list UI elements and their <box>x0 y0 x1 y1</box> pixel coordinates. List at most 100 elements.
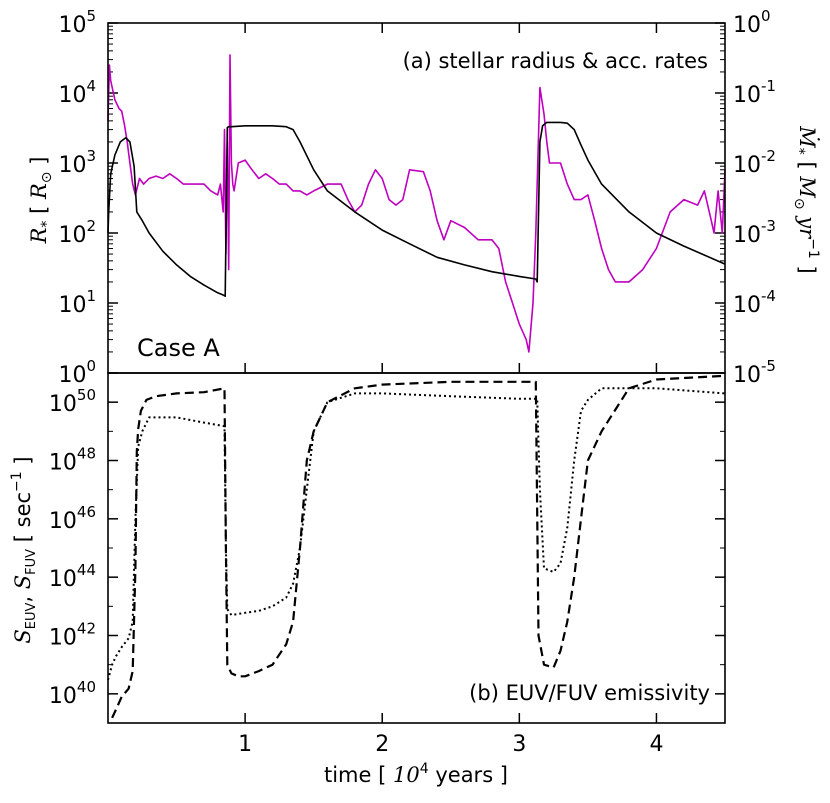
panel-a-right-tick-label-exp: -3 <box>761 217 776 235</box>
panel-b-y-tick-label-base: 10 <box>49 684 77 709</box>
y-axis-title-b: SEUV, SFUV [ sec−1 ] <box>9 456 39 643</box>
x-tick-label: 3 <box>512 732 526 757</box>
panel-a-left-tick-label: 101 <box>58 287 96 318</box>
panel-b-y-tick-label-exp: 48 <box>77 445 96 463</box>
panel-b-y-tick-label-base: 10 <box>49 626 77 651</box>
panel-a-left-tick-label-base: 10 <box>58 83 86 108</box>
panel-a-left-tick-label: 105 <box>58 7 96 38</box>
panel-a-left-tick-label-exp: 4 <box>86 77 96 95</box>
panel-a-right-tick-label-exp: 0 <box>761 7 771 25</box>
s-bracket-open: [ <box>11 534 35 542</box>
panel-b-annotation: (b) EUV/FUV emissivity <box>469 681 710 705</box>
panel-a-right-tick-label-base: 10 <box>733 83 761 108</box>
panel-b-y-tick-label-exp: 42 <box>77 620 96 638</box>
x-tick-label: 1 <box>238 732 252 757</box>
panel-a-right-tick-label-exp: -5 <box>761 357 776 375</box>
panel-b-y-tick-label: 1040 <box>49 678 96 709</box>
mdot-bracket-open: [ <box>795 161 819 169</box>
series-group <box>107 54 726 719</box>
panel-a-right-tick-label: 10-5 <box>733 357 776 388</box>
panel-a-left-tick-label-exp: 1 <box>86 287 96 305</box>
fuv-line <box>107 387 726 681</box>
panel-b-y-tick-label: 1044 <box>49 561 96 592</box>
xlabel-base: 10 <box>393 763 420 787</box>
panel-a-left-tick-label: 100 <box>58 357 96 388</box>
s-euv-sub: EUV <box>24 602 39 629</box>
panel-a-right-tick-label: 100 <box>733 7 771 38</box>
panel-a-left-tick-label: 102 <box>58 217 96 248</box>
panel-b-y-tick-label: 1046 <box>49 503 96 534</box>
rstar-unit: R <box>27 183 51 200</box>
panel-a-left-tick-label-base: 10 <box>58 153 86 178</box>
panel-a-left-tick-label-base: 10 <box>58 293 86 318</box>
panel-a-annotation: (a) stellar radius & acc. rates <box>403 49 708 73</box>
panel-a-right-tick-label: 10-4 <box>733 287 776 318</box>
rstar-symbol: R <box>27 227 51 244</box>
x-tick-label: 2 <box>375 732 389 757</box>
panel-a-left-tick-label-exp: 5 <box>86 7 96 25</box>
x-axis-title: time [ 104 years ] <box>324 761 508 787</box>
xlabel-exp: 4 <box>420 761 429 777</box>
panel-a-right-tick-label-exp: -4 <box>761 287 776 305</box>
s-bracket-close: ] <box>11 456 35 464</box>
panel-a-right-tick-label-exp: -2 <box>761 147 776 165</box>
panel-a-right-tick-label-base: 10 <box>733 293 761 318</box>
mdot-unit: M <box>795 175 819 198</box>
panel-a-left-tick-label: 103 <box>58 147 96 178</box>
mdot-bracket-close: ] <box>795 266 819 274</box>
panel-b-y-tick-label: 1042 <box>49 620 96 651</box>
panel-a-left-tick-label-exp: 3 <box>86 147 96 165</box>
accretion-rate-line <box>107 54 726 353</box>
y-axis-title-left: R* [ R⊙ ] <box>27 157 55 245</box>
panel-a-right-tick-label-base: 10 <box>733 223 761 248</box>
xlabel-post: years ] <box>435 763 508 787</box>
panel-b-y-tick-label-exp: 46 <box>77 503 96 521</box>
panel-b-y-tick-label-exp: 50 <box>77 386 96 404</box>
mdot-sub: * <box>791 148 807 155</box>
ylabel-comma: , <box>11 596 35 603</box>
panel-b-y-tick-label-exp: 40 <box>77 678 96 696</box>
s-unit-sup: −1 <box>9 471 25 492</box>
panel-b-border <box>107 372 726 724</box>
panel-b-y-tick-label-exp: 44 <box>77 561 96 579</box>
panel-a-right-tick-label-base: 10 <box>733 13 761 38</box>
x-tick-label: 4 <box>649 732 663 757</box>
xlabel-pre: time [ <box>324 763 386 787</box>
panel-a-right-tick-label: 10-1 <box>733 77 776 108</box>
stellar-radius-line <box>107 121 726 298</box>
panel-b-y-tick-label-base: 10 <box>49 567 77 592</box>
panel-a-frame <box>107 22 726 374</box>
panel-b-y-tick-label-base: 10 <box>49 392 77 417</box>
panel-a-border <box>107 22 726 374</box>
s-fuv-sub: FUV <box>24 549 39 575</box>
panel-a-left-tick-label-exp: 2 <box>86 217 96 235</box>
s-fuv-symbol: S <box>11 575 35 589</box>
panel-a-left-tick-label-exp: 0 <box>86 357 96 375</box>
panel-a-right-tick-label: 10-2 <box>733 147 776 178</box>
s-euv-symbol: S <box>11 629 35 643</box>
mdot-unit2-sup: −1 <box>805 238 821 259</box>
panel-a-right-tick-label-exp: -1 <box>761 77 776 95</box>
mdot-symbol: Ṁ <box>795 125 819 148</box>
rstar-bracket-open: [ <box>27 206 51 214</box>
s-unit: sec <box>11 492 35 527</box>
rstar-unit-sub: ⊙ <box>39 171 55 183</box>
panel-a-left-tick-label: 104 <box>58 77 96 108</box>
panel-a-right-tick-label-base: 10 <box>733 153 761 178</box>
panel-a-left-tick-label-base: 10 <box>58 223 86 248</box>
panel-b-y-tick-label: 1048 <box>49 445 96 476</box>
panel-a-left-tick-label-base: 10 <box>58 13 86 38</box>
mdot-unit2: yr <box>795 215 819 240</box>
euv-line <box>111 374 726 719</box>
y-axis-title-right: Ṁ* [ M⊙ yr−1 ] <box>791 125 821 273</box>
mdot-unit-sub: ⊙ <box>791 198 807 210</box>
panel-b-y-tick-label-base: 10 <box>49 451 77 476</box>
rstar-sub: * <box>39 221 55 228</box>
panel-a-right-tick-label-base: 10 <box>733 363 761 388</box>
rstar-bracket-close: ] <box>27 157 51 165</box>
panel-b-y-tick-label: 1050 <box>49 386 96 417</box>
axes-group: 10010110210310410510-510-410-310-210-110… <box>49 7 776 757</box>
panel-b-y-tick-label-base: 10 <box>49 509 77 534</box>
case-label: Case A <box>137 334 220 362</box>
